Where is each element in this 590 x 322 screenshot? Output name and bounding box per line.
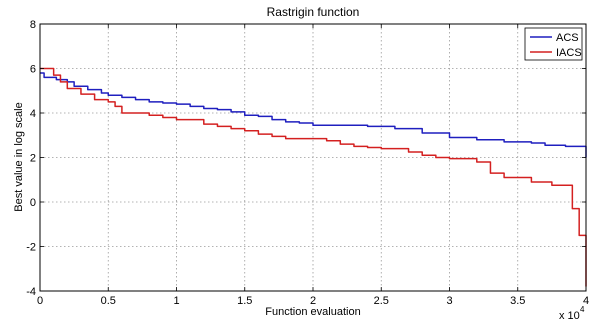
y-axis-label: Best value in log scale [13,102,25,211]
x-tick-label: 1 [173,295,179,307]
legend: ACS IACS [524,27,583,61]
chart-title: Rastrigin function [267,5,360,19]
x-tick-label: 1.5 [237,295,252,307]
ticks [39,23,587,292]
legend-box [524,27,583,61]
series-layer [40,67,587,287]
x-tick-label: 3.5 [510,295,525,307]
y-tick-label: 0 [30,197,36,209]
y-tick-label: 2 [30,153,36,165]
x-tick-label: 3 [446,295,452,307]
legend-label-acs: ACS [556,32,579,44]
series-line-iacs [40,67,587,287]
x-tick-label: 2 [310,295,316,307]
series-line-acs [40,72,587,158]
y-tick-label: -4 [26,286,36,298]
x-multiplier-label: x 10 [559,310,580,322]
y-tick-label: 4 [30,108,36,120]
x-axis-label: Function evaluation [265,306,360,318]
x-tick-label: 2.5 [374,295,389,307]
x-tick-label: 4 [583,295,589,307]
x-tick-label: 0 [37,295,43,307]
y-tick-label: 8 [30,19,36,31]
x-multiplier-exponent: 4 [580,305,585,314]
x-tick-label: 0.5 [101,295,116,307]
legend-label-iacs: IACS [556,47,582,59]
y-tick-label: 6 [30,64,36,76]
y-tick-label: -2 [26,242,36,254]
tick-labels: 0 0.5 1 1.5 2 2.5 3 3.5 4 -4 -2 0 2 4 6 8 [26,19,589,307]
